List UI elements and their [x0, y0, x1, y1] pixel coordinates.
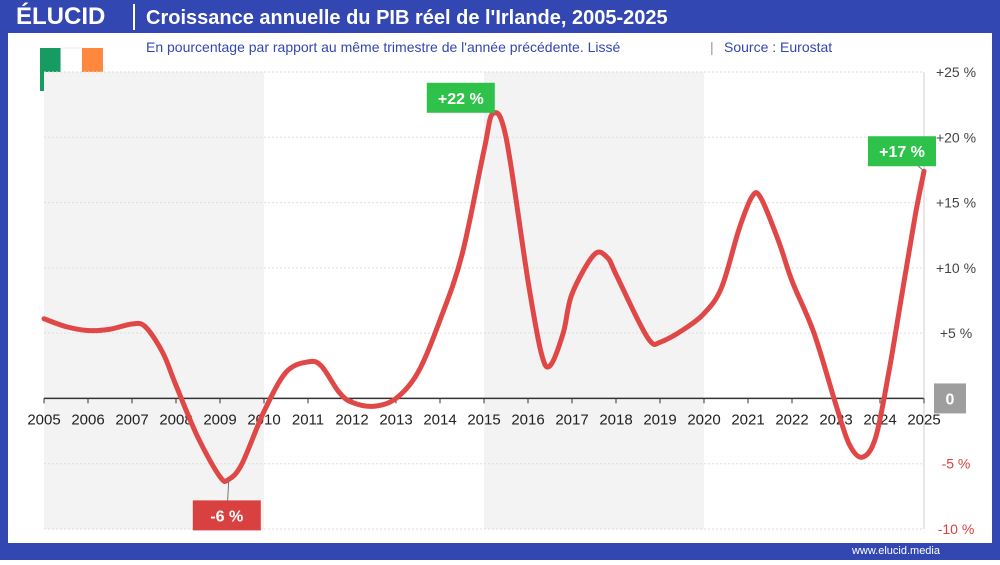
x-tick-label: 2020	[687, 411, 720, 428]
x-tick-label: 2022	[775, 411, 808, 428]
zero-badge	[934, 383, 966, 414]
x-tick-label: 2010	[247, 411, 280, 428]
annotation-label: +17 %	[879, 144, 925, 161]
x-tick-label: 2021	[731, 411, 764, 428]
x-tick-label: 2018	[599, 411, 632, 428]
footer: www.elucid.media	[851, 545, 941, 557]
brand: ÉLUCID	[16, 2, 105, 30]
x-tick-label: 2013	[379, 411, 412, 428]
y-tick-label: +25 %	[936, 64, 976, 80]
chart-title: Croissance annuelle du PIB réel de l'Irl…	[146, 7, 668, 29]
y-tick-label: +10 %	[936, 260, 976, 276]
x-tick-label: 2019	[643, 411, 676, 428]
x-tick-label: 2023	[819, 411, 852, 428]
x-tick-label: 2009	[203, 411, 236, 428]
shaded-band	[484, 72, 704, 529]
x-tick-label: 2005	[27, 411, 60, 428]
source: Source : Eurostat	[724, 39, 832, 55]
shaded-band	[44, 72, 264, 529]
annotation-box	[868, 136, 936, 167]
annotation-label: +22 %	[438, 91, 484, 108]
x-tick-label: 2017	[555, 411, 588, 428]
y-tick-label: +5 %	[940, 325, 972, 341]
annotation-box	[426, 82, 495, 113]
x-tick-label: 2014	[423, 411, 456, 428]
line-series	[41, 110, 927, 484]
subtitle: En pourcentage par rapport au même trime…	[146, 39, 620, 55]
x-tick-label: 2015	[467, 411, 500, 428]
divider: |	[710, 39, 714, 55]
y-tick-label: -5 %	[942, 456, 971, 472]
annotation-label: -6 %	[210, 508, 243, 525]
x-tick-label: 2025	[907, 411, 940, 428]
y-tick-label: 0	[946, 391, 955, 408]
x-tick-label: 2016	[511, 411, 544, 428]
x-tick-label: 2006	[71, 411, 104, 428]
x-tick-label: 2007	[115, 411, 148, 428]
plot: +25 % +20 % +15 % +10 % +5 % 0 -5 % -10 % 2005 20…	[27, 64, 976, 537]
x-tick-label: 2012	[335, 411, 368, 428]
y-tick-label: +20 %	[936, 129, 976, 145]
x-tick-label: 2008	[159, 411, 192, 428]
y-tick-label: +15 %	[936, 195, 976, 211]
y-tick-label: -10 %	[938, 521, 975, 537]
x-tick-label: 2011	[292, 411, 324, 428]
annotation-box	[192, 500, 261, 531]
